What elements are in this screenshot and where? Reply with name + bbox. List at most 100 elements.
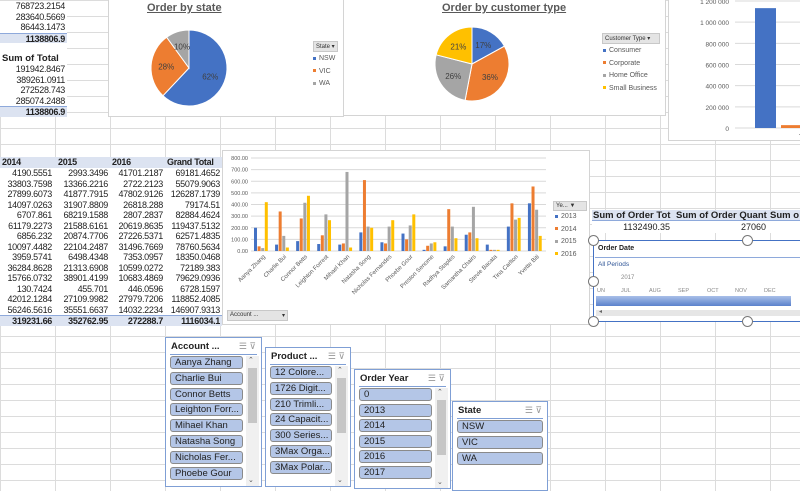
slicer-scrollbar[interactable]: ⌃ ⌄ [246,356,259,486]
bar[interactable] [510,203,514,251]
resize-handle[interactable] [742,316,753,327]
scroll-down-icon[interactable]: ⌄ [437,479,443,486]
bar[interactable] [275,244,279,251]
pie-slice-vic[interactable] [150,36,190,97]
chart-order-by-customer-type[interactable]: Order by customer type 17% 36% 26% 21% Cust… [343,0,666,116]
bar[interactable] [278,211,282,251]
bar[interactable] [366,226,370,251]
bar[interactable] [433,242,437,251]
bar[interactable] [422,249,426,251]
slicer-item[interactable]: WA [457,452,543,465]
chart-order-by-state[interactable]: 62% 28% 10% Order by state State ▾ NSW VIC W… [108,0,344,117]
legend-filter-button[interactable]: Ye... ▼ [553,201,587,211]
slicer-item[interactable]: 3Max Orga... [270,445,332,458]
bar[interactable] [447,209,451,251]
bar[interactable] [387,226,391,251]
bar[interactable] [426,245,430,251]
bar[interactable] [359,232,363,251]
slicer-item[interactable]: Nicholas Fer... [170,450,243,464]
slicer-item[interactable]: 2015 [359,434,432,448]
bar[interactable] [468,232,472,251]
bar[interactable] [429,243,433,251]
bar[interactable] [391,220,395,251]
slicer-item[interactable]: Aanya Zhang [170,356,243,369]
pie-slice-small-business[interactable] [435,26,473,65]
bar[interactable] [384,243,388,251]
slicer-item[interactable]: Mihael Khan [170,419,243,433]
bar[interactable] [506,226,510,251]
bar[interactable] [471,206,475,251]
scroll-left-icon[interactable]: ◂ [599,309,603,315]
slicer-item[interactable]: Connor Betts [170,387,243,401]
bar[interactable] [531,186,535,251]
slicer-item[interactable]: 2016 [359,450,432,464]
timeline-month[interactable]: SEP [678,288,690,294]
all-periods-link[interactable]: All Periods [598,261,630,268]
bar[interactable] [538,235,542,251]
bar[interactable] [370,227,374,251]
scroll-down-icon[interactable]: ⌄ [337,477,343,484]
pie-slice-wa[interactable] [165,29,190,70]
bar[interactable] [264,202,268,251]
clear-filter-icon[interactable]: ⊽ [249,341,256,351]
bar[interactable] [781,125,800,128]
scroll-up-icon[interactable]: ⌃ [248,357,254,364]
slicer-item[interactable]: 24 Capacit... [270,413,332,427]
bar[interactable] [401,233,405,251]
slicer-item[interactable]: VIC [457,436,543,449]
multi-select-icon[interactable]: ☰ [238,341,250,351]
scrollbar-thumb[interactable] [248,368,257,423]
bar[interactable] [408,225,412,251]
scrollbar-thumb[interactable] [437,400,446,455]
bar[interactable] [285,247,289,251]
bar[interactable] [320,235,324,251]
bar[interactable] [254,227,257,251]
timeline-month[interactable]: NOV [735,288,747,294]
legend-filter-button[interactable]: Customer Type ▾ [602,33,660,44]
timeline-month[interactable]: AUG [649,288,661,294]
pie-slice-corporate[interactable] [464,45,510,102]
account-filter-button[interactable]: Account ... ▾ [227,310,288,321]
bar[interactable] [282,235,286,251]
multi-select-icon[interactable]: ☰ [327,351,339,361]
slicer-scrollbar[interactable]: ⌃ ⌄ [435,388,448,488]
timeline-month[interactable]: JUL [621,288,631,294]
clear-filter-icon[interactable]: ⊽ [535,405,542,415]
timeline-scrollbar[interactable]: ◂ [596,309,800,316]
slicer-item[interactable]: 2014 [359,419,432,433]
bar[interactable] [317,244,321,251]
slicer-product[interactable]: Product ... ☰ ⊽ 12 Colore... 1726 Digit... 2… [265,347,351,487]
bar[interactable] [443,246,447,251]
bar[interactable] [324,214,328,251]
bar[interactable] [496,249,500,251]
slicer-item[interactable]: Natasha Song [170,435,243,448]
slicer-item[interactable]: Leighton Forr... [170,403,243,417]
bar[interactable] [328,220,332,251]
bar[interactable] [380,242,384,251]
bar[interactable] [299,218,303,251]
bar[interactable] [362,180,366,251]
bar[interactable] [755,8,776,128]
multi-select-icon[interactable]: ☰ [427,373,439,383]
resize-handle[interactable] [588,316,599,327]
chart-order-totals[interactable]: 0 200 000 400 000 600 000 800 000 1 000 000 1 … [668,0,800,141]
bar[interactable] [296,241,300,251]
bar[interactable] [535,209,539,251]
slicer-account[interactable]: Account ... ☰ ⊽ Aanya Zhang Charlie Bui Conn… [165,337,262,487]
clear-filter-icon[interactable]: ⊽ [438,373,445,383]
slicer-item[interactable]: 300 Series... [270,429,332,443]
scroll-down-icon[interactable]: ⌄ [248,477,254,484]
slicer-item[interactable]: 0 [359,388,432,401]
bar[interactable] [405,239,409,251]
bar[interactable] [517,217,521,251]
timeline-order-date[interactable]: Order Date All Periods 2017 UN JUL AUG SEP O… [593,240,800,322]
pie-slice-nsw[interactable] [162,29,228,107]
bar[interactable] [257,246,261,251]
slicer-item[interactable]: 12 Colore... [270,366,332,379]
bar[interactable] [261,248,265,251]
bar[interactable] [338,244,342,251]
legend-filter-button[interactable]: State ▾ [313,41,338,52]
bar[interactable] [464,234,468,251]
chart-account-by-year[interactable]: 0.00 100.00 200.00 300.00 400.00 500.00 600.00… [222,150,590,325]
scrollbar-thumb[interactable] [337,378,346,433]
